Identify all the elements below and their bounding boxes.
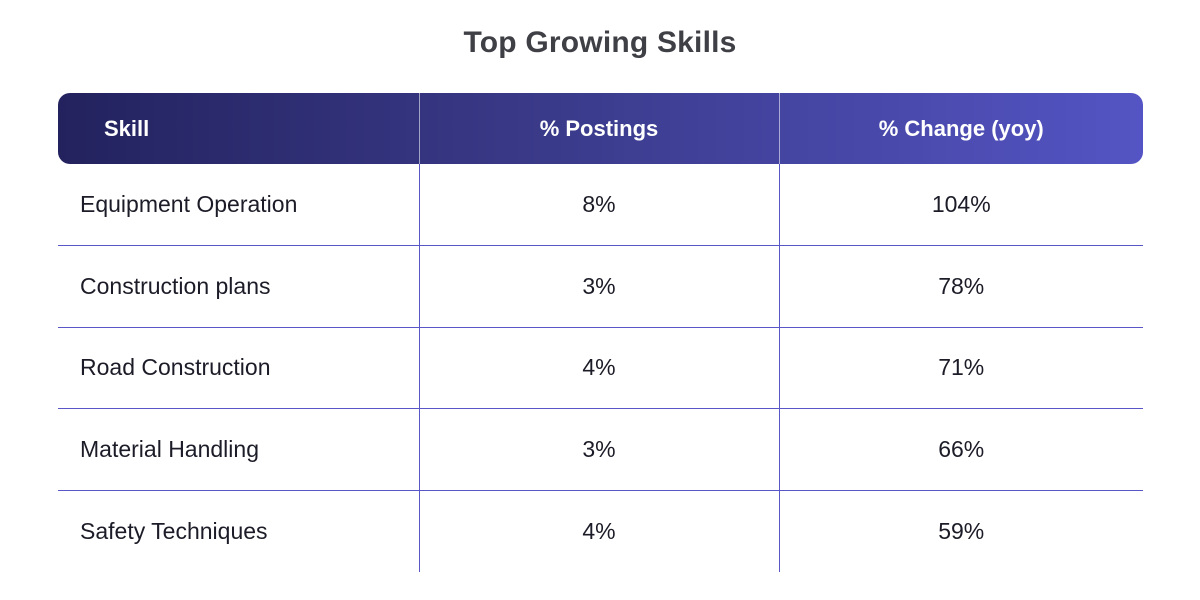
table-row: Safety Techniques 4% 59% (58, 490, 1143, 572)
skill-cell: Equipment Operation (58, 164, 419, 247)
postings-cell: 3% (418, 245, 779, 328)
column-header-postings: % Postings (418, 93, 779, 164)
skill-cell: Material Handling (58, 408, 419, 491)
table-row: Construction plans 3% 78% (58, 245, 1143, 328)
column-header-skill: Skill (104, 115, 150, 141)
postings-cell: 8% (418, 164, 779, 247)
skill-cell: Construction plans (58, 245, 419, 328)
postings-cell: 3% (418, 408, 779, 491)
change-cell: 66% (778, 408, 1143, 491)
change-cell: 59% (778, 490, 1143, 572)
chart-title: Top Growing Skills (463, 26, 737, 59)
table-row: Road Construction 4% 71% (58, 327, 1143, 410)
skill-cell: Safety Techniques (80, 517, 268, 544)
postings-cell: 4% (418, 327, 779, 410)
change-cell: 104% (778, 164, 1143, 247)
skills-table-container: Skill % Postings % Change (yoy) Equipmen… (58, 93, 1143, 572)
table-row: Material Handling 3% 66% (58, 408, 1143, 491)
change-cell: 78% (778, 245, 1143, 328)
column-header-change: % Change (yoy) (778, 93, 1143, 164)
change-cell: 71% (778, 327, 1143, 410)
postings-cell: 4% (418, 490, 779, 572)
table-row: Equipment Operation 8% 104% (58, 164, 1143, 247)
skill-cell: Road Construction (58, 327, 419, 410)
skills-table: Skill % Postings % Change (yoy) Equipmen… (58, 93, 1143, 572)
table-header-row: Skill % Postings % Change (yoy) (58, 93, 1143, 164)
